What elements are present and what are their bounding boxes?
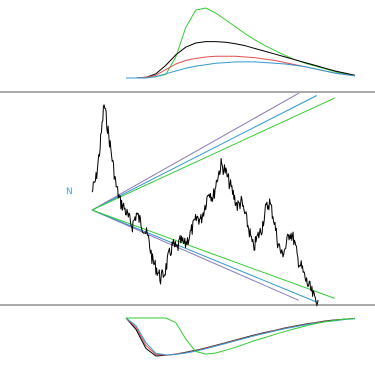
purple-lower-fan-line [91, 209, 300, 301]
green-lower-fan-line [91, 209, 335, 299]
top-panel [126, 7, 356, 79]
green-upper-fan-line [91, 97, 336, 211]
blue-lower-fan-line [91, 209, 317, 303]
bottom-panel [125, 317, 356, 357]
blue-top-curve [126, 61, 356, 79]
purple-upper-fan-line [91, 92, 300, 211]
blue-upper-fan-line [91, 95, 318, 211]
black-bottom-curve [125, 317, 356, 357]
green-bottom-curve [126, 317, 356, 355]
green-top-curve [126, 7, 356, 79]
blue-bottom-curve [125, 317, 356, 356]
price-line [91, 104, 319, 307]
main-panel [91, 92, 336, 307]
red-bottom-curve [125, 317, 356, 356]
n-label: N [66, 187, 73, 197]
black-top-curve [126, 41, 356, 79]
